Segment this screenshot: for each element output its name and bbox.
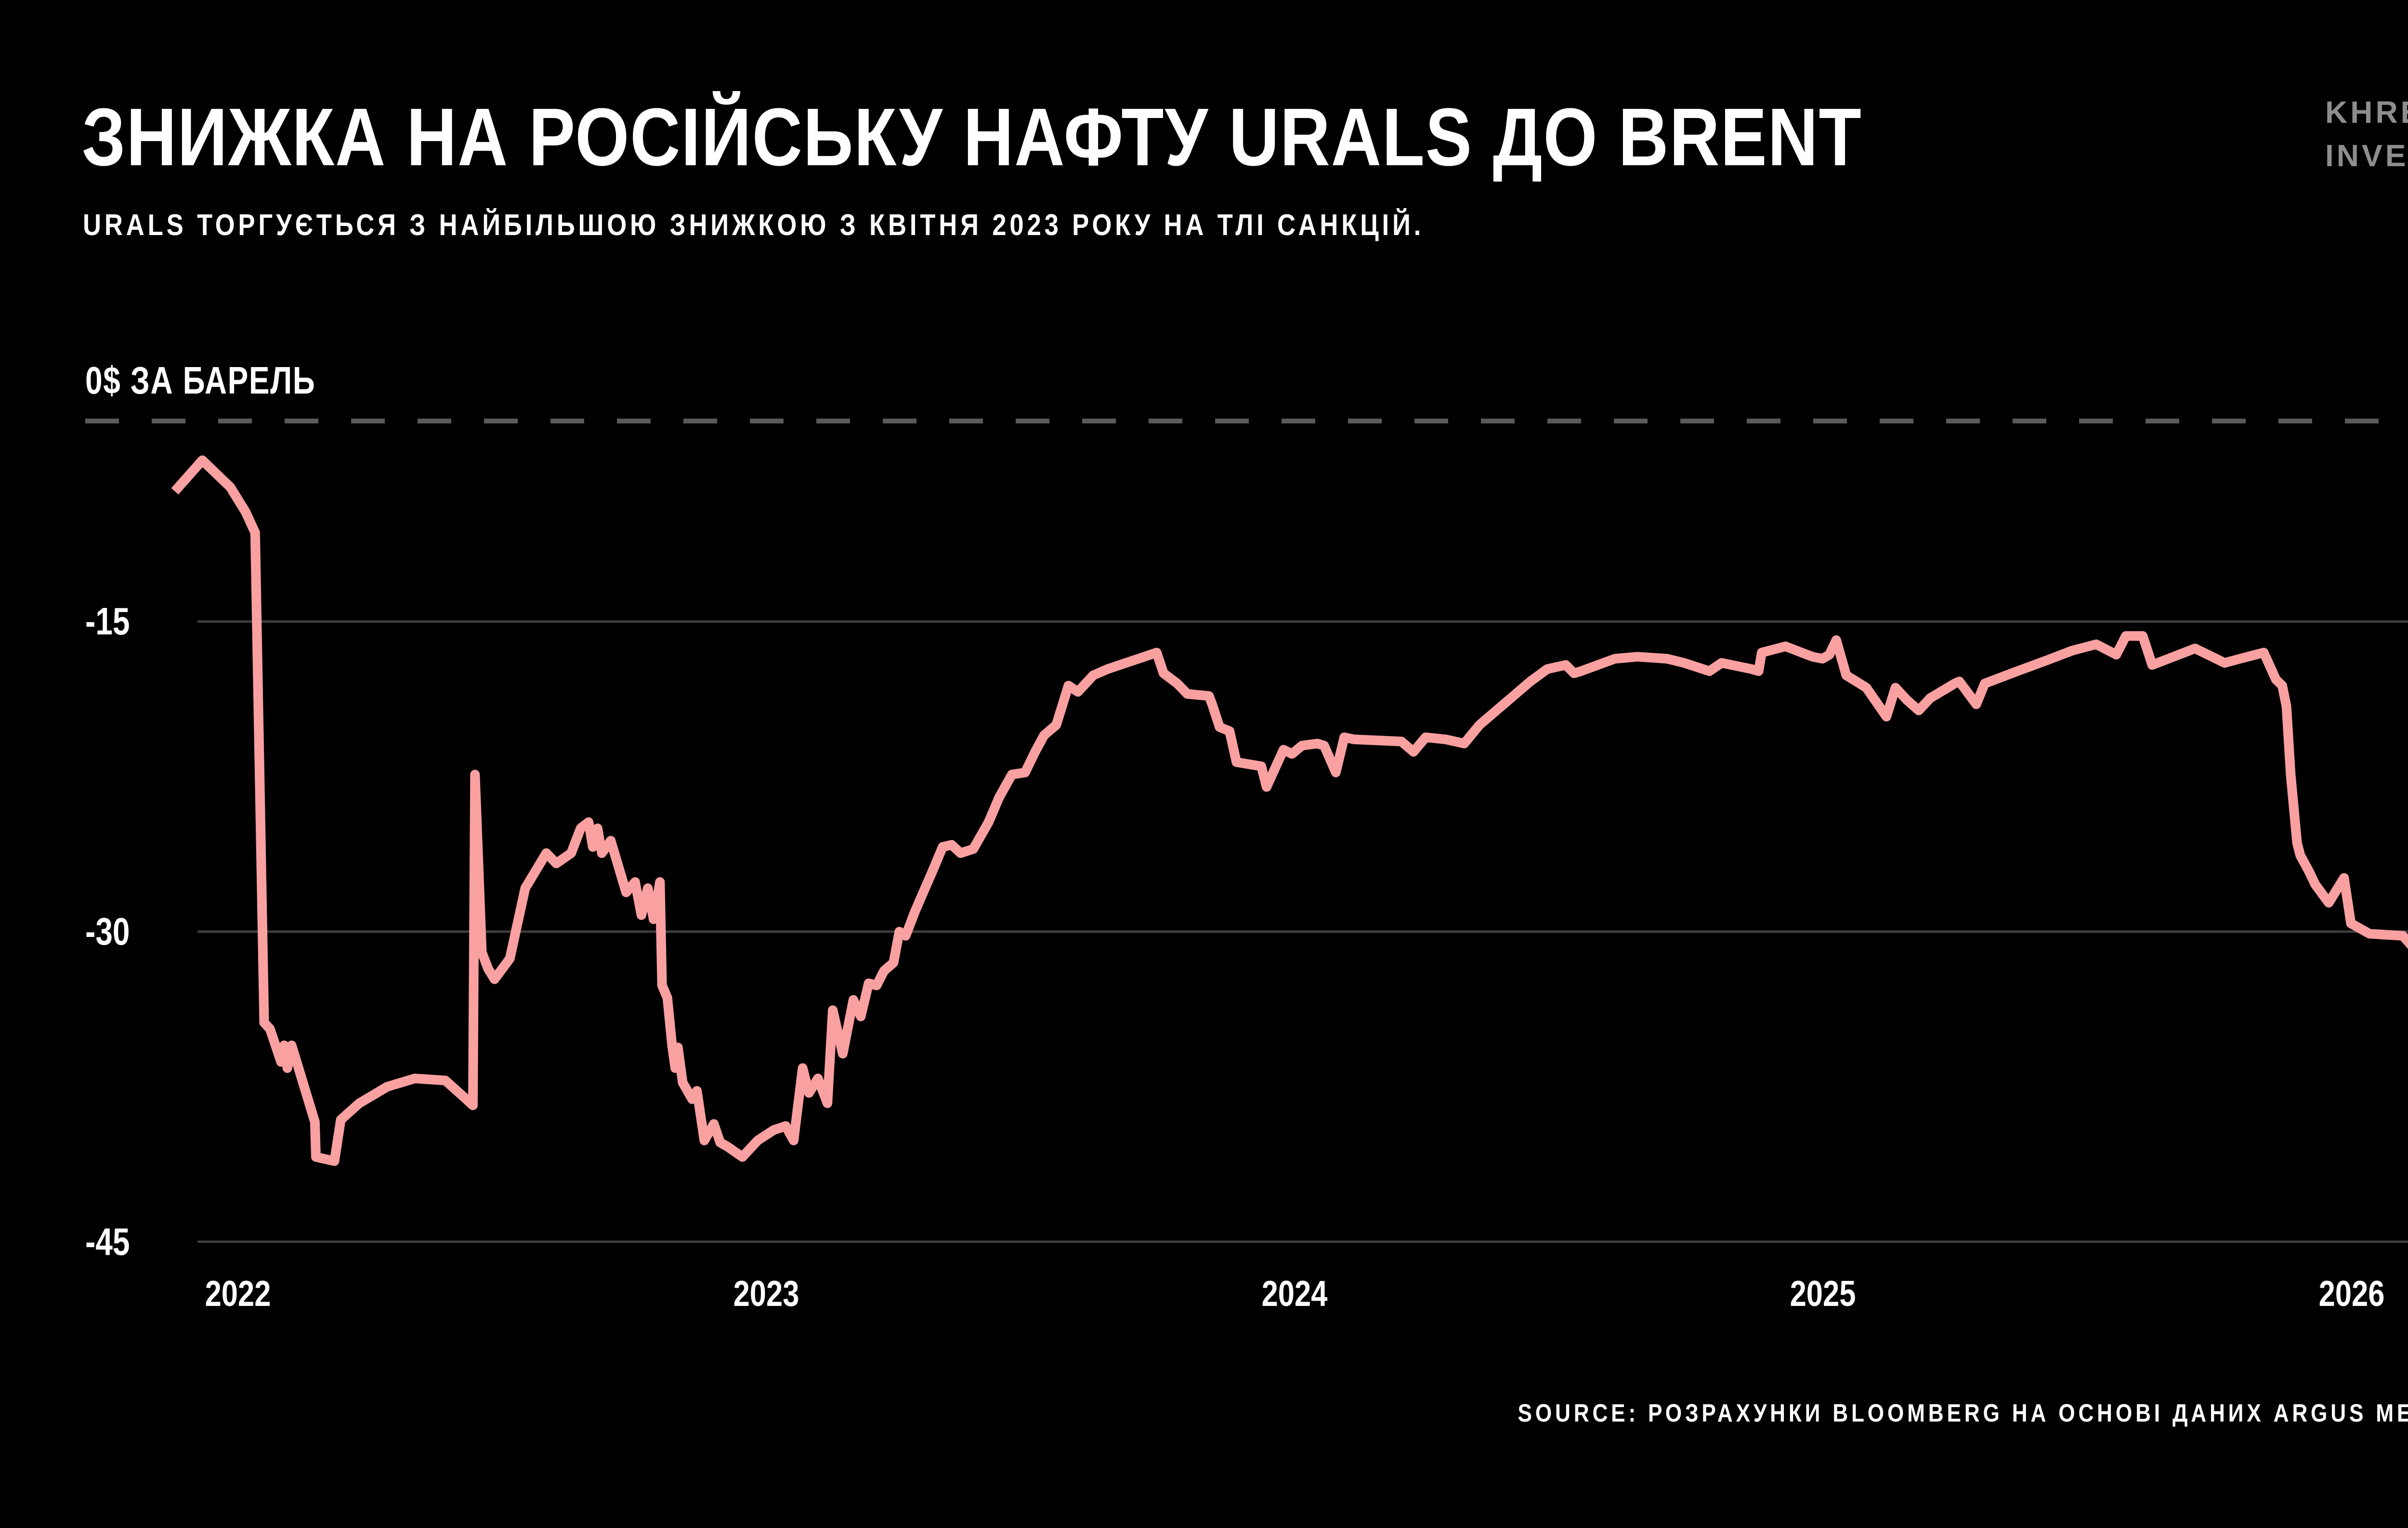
y-tick-label--15: -15 <box>85 600 130 643</box>
x-tick-label-2022: 2022 <box>205 1273 271 1314</box>
source-note: SOURCE: РОЗРАХУНКИ BLOOMBERG НА ОСНОВІ Д… <box>1518 1399 2408 1427</box>
brand-logo-line1: KHRE <box>2325 95 2408 130</box>
x-tick-label-2023: 2023 <box>733 1273 799 1314</box>
brand-logo: KHRE INVEST <box>2325 91 2408 177</box>
x-tick-label-2026: 2026 <box>2318 1273 2384 1314</box>
x-tick-label-2024: 2024 <box>1261 1273 1328 1314</box>
y-axis-unit-label: 0$ ЗА БАРЕЛЬ <box>85 359 316 402</box>
brand-logo-line2: INVEST <box>2325 138 2408 173</box>
y-tick-label--30: -30 <box>85 910 130 953</box>
page-subtitle: URALS ТОРГУЄТЬСЯ З НАЙБІЛЬШОЮ ЗНИЖКОЮ З … <box>83 209 1425 242</box>
x-tick-label-2025: 2025 <box>1790 1273 1856 1314</box>
page-title: ЗНИЖКА НА РОСІЙСЬКУ НАФТУ URALS ДО BRENT <box>82 92 1862 183</box>
y-tick-label--45: -45 <box>85 1220 130 1263</box>
urals-brent-discount-line <box>171 455 2408 1166</box>
